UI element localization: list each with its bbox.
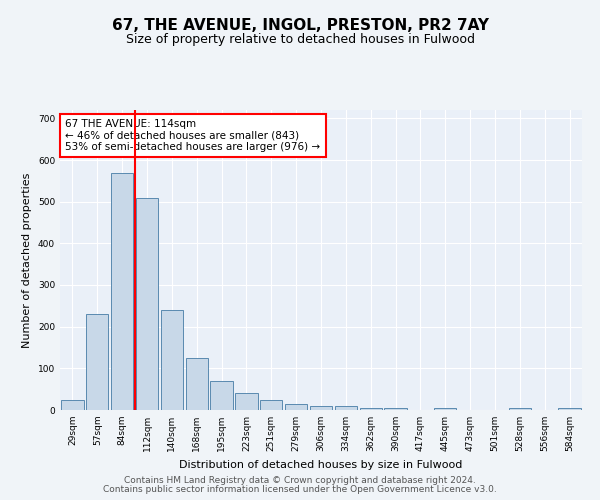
Bar bbox=[61, 400, 83, 410]
Bar bbox=[559, 408, 581, 410]
Bar bbox=[509, 408, 531, 410]
Bar bbox=[86, 314, 109, 410]
Text: Contains public sector information licensed under the Open Government Licence v3: Contains public sector information licen… bbox=[103, 485, 497, 494]
Bar bbox=[235, 394, 257, 410]
Bar bbox=[211, 381, 233, 410]
Bar bbox=[310, 406, 332, 410]
Text: Size of property relative to detached houses in Fulwood: Size of property relative to detached ho… bbox=[125, 32, 475, 46]
Bar bbox=[335, 406, 357, 410]
Y-axis label: Number of detached properties: Number of detached properties bbox=[22, 172, 32, 348]
Bar bbox=[260, 400, 283, 410]
Bar bbox=[434, 408, 457, 410]
X-axis label: Distribution of detached houses by size in Fulwood: Distribution of detached houses by size … bbox=[179, 460, 463, 469]
Text: 67, THE AVENUE, INGOL, PRESTON, PR2 7AY: 67, THE AVENUE, INGOL, PRESTON, PR2 7AY bbox=[112, 18, 488, 32]
Bar bbox=[385, 408, 407, 410]
Bar bbox=[111, 172, 133, 410]
Bar bbox=[185, 358, 208, 410]
Bar bbox=[285, 404, 307, 410]
Text: 67 THE AVENUE: 114sqm
← 46% of detached houses are smaller (843)
53% of semi-det: 67 THE AVENUE: 114sqm ← 46% of detached … bbox=[65, 119, 320, 152]
Bar bbox=[161, 310, 183, 410]
Bar bbox=[136, 198, 158, 410]
Bar bbox=[359, 408, 382, 410]
Text: Contains HM Land Registry data © Crown copyright and database right 2024.: Contains HM Land Registry data © Crown c… bbox=[124, 476, 476, 485]
